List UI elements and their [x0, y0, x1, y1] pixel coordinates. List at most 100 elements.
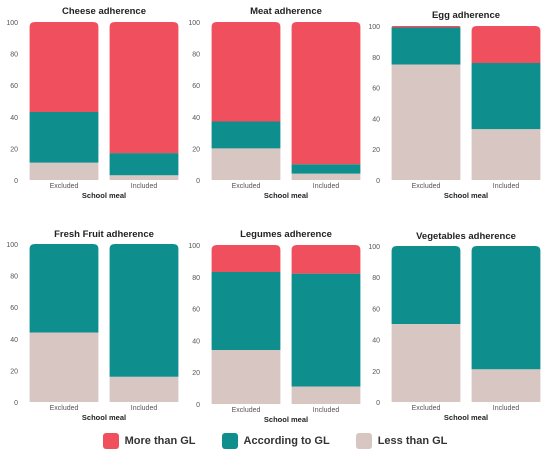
y-tick-label: 0	[196, 178, 200, 185]
y-tick-label: 100	[368, 24, 380, 31]
bar-segment	[211, 121, 281, 149]
bar-segment	[211, 22, 281, 122]
bar-segment	[391, 26, 461, 28]
x-axis-label: School meal	[444, 191, 488, 200]
y-tick-label: 0	[196, 402, 200, 409]
bar-segment	[211, 272, 281, 350]
bar-segment	[211, 148, 281, 180]
bar-segment	[391, 27, 461, 65]
bar-segment	[29, 244, 99, 333]
bar-segment	[291, 273, 361, 387]
x-tick-label: Included	[313, 407, 340, 414]
y-tick-label: 60	[10, 83, 18, 90]
legend-item-less: Less than GL	[355, 433, 448, 449]
y-tick-label: 60	[192, 307, 200, 314]
bar-segment	[29, 332, 99, 402]
bar-segment	[109, 22, 179, 154]
x-tick-label: Included	[493, 183, 520, 190]
y-tick-label: 40	[10, 115, 18, 122]
legend-label-according: According to GL	[243, 435, 330, 447]
y-tick-label: 0	[376, 400, 380, 407]
chart-title: Cheese adherence	[62, 6, 146, 17]
bar-segment	[391, 246, 461, 324]
legend-label-less: Less than GL	[377, 435, 448, 447]
x-tick-label: Excluded	[232, 183, 261, 190]
chart-panel-6: Vegetables adherence 0 20 40 60 80 100 Excluded…	[368, 231, 541, 422]
chart-panel-1: Cheese adherence 0 20 40 60 80 100 Excluded Incl…	[6, 6, 179, 200]
bar-segment	[471, 369, 541, 402]
bar-segment	[471, 129, 541, 180]
chart-panel-5: Legumes adherence 0 20 40 60 80 100 Excluded Inc…	[188, 229, 361, 424]
legend-swatch-more	[102, 433, 119, 449]
chart-panel-3: Egg adherence 0 20 40 60 80 100 Excluded Include…	[368, 10, 541, 200]
y-tick-label: 100	[6, 242, 18, 249]
bar-segment	[471, 26, 541, 63]
y-tick-label: 20	[10, 146, 18, 153]
y-tick-label: 100	[6, 20, 18, 27]
x-axis-label: School meal	[264, 191, 308, 200]
y-tick-label: 100	[188, 20, 200, 27]
bar-segment	[471, 62, 541, 130]
x-tick-label: Included	[131, 183, 158, 190]
y-tick-label: 0	[14, 400, 18, 407]
y-tick-label: 60	[372, 86, 380, 93]
y-tick-label: 80	[192, 52, 200, 59]
y-tick-label: 40	[192, 338, 200, 345]
bar-segment	[109, 376, 179, 402]
y-tick-label: 20	[192, 146, 200, 153]
y-tick-label: 0	[14, 178, 18, 185]
y-tick-label: 60	[372, 306, 380, 313]
y-tick-label: 20	[10, 368, 18, 375]
bar-segment	[471, 246, 541, 370]
chart-title: Egg adherence	[432, 10, 500, 21]
x-tick-label: Excluded	[232, 407, 261, 414]
chart-panel-2: Meat adherence 0 20 40 60 80 100 Excluded Includ…	[188, 6, 361, 200]
x-axis-label: School meal	[82, 413, 126, 422]
x-tick-label: Excluded	[412, 183, 441, 190]
bar-segment	[29, 162, 99, 180]
y-tick-label: 100	[188, 243, 200, 250]
legend: More than GL According to GL Less than G…	[0, 430, 550, 452]
bar-segment	[291, 245, 361, 274]
y-tick-label: 40	[372, 338, 380, 345]
bar-segment	[109, 175, 179, 180]
legend-item-according: According to GL	[221, 433, 330, 449]
bar-segment	[291, 386, 361, 404]
chart-title: Legumes adherence	[240, 229, 332, 240]
bar-segment	[109, 244, 179, 377]
y-tick-label: 20	[372, 369, 380, 376]
bar-segment	[29, 22, 99, 113]
y-tick-label: 0	[376, 178, 380, 185]
x-tick-label: Included	[131, 405, 158, 412]
y-tick-label: 80	[192, 275, 200, 282]
x-tick-label: Excluded	[412, 405, 441, 412]
y-tick-label: 80	[372, 275, 380, 282]
x-tick-label: Included	[313, 183, 340, 190]
y-tick-label: 20	[372, 147, 380, 154]
bar-segment	[109, 153, 179, 176]
x-axis-label: School meal	[82, 191, 126, 200]
legend-swatch-less	[355, 433, 372, 449]
y-tick-label: 80	[10, 274, 18, 281]
y-tick-label: 80	[372, 55, 380, 62]
chart-title: Meat adherence	[250, 6, 322, 17]
x-tick-label: Excluded	[50, 183, 79, 190]
bar-segment	[291, 22, 361, 165]
chart-panel-4: Fresh Fruit adherence 0 20 40 60 80 100 Exclude…	[6, 229, 179, 422]
y-tick-label: 60	[10, 305, 18, 312]
y-tick-label: 40	[10, 337, 18, 344]
bar-segment	[291, 173, 361, 180]
y-tick-label: 40	[192, 115, 200, 122]
bar-segment	[211, 245, 281, 273]
bar-segment	[211, 349, 281, 404]
y-tick-label: 60	[192, 83, 200, 90]
y-tick-label: 80	[10, 52, 18, 59]
x-axis-label: School meal	[264, 415, 308, 424]
y-tick-label: 100	[368, 244, 380, 251]
legend-item-more: More than GL	[102, 433, 196, 449]
chart-title: Fresh Fruit adherence	[54, 229, 154, 240]
x-axis-label: School meal	[444, 413, 488, 422]
bar-segment	[29, 112, 99, 163]
bar-segment	[391, 324, 461, 402]
